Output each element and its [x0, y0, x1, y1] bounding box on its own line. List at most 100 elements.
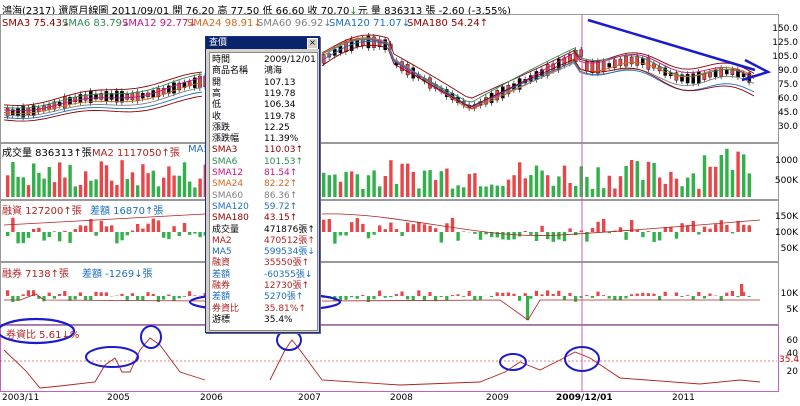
margin-bar: [411, 224, 415, 232]
margin-bar: [156, 220, 161, 232]
price-axis-tick: 90.0: [777, 66, 798, 76]
popup-row-key: 時間: [212, 55, 231, 65]
margin-label: 融資 127200↑張: [2, 206, 82, 217]
margin-bar: [366, 232, 371, 239]
candle-body: [708, 72, 712, 78]
volume-bar: [428, 170, 432, 197]
popup-row-value: 470512張↑: [264, 235, 315, 246]
margin-bar: [177, 232, 181, 237]
margin-bar: [182, 222, 187, 232]
popup-row-key: 融資: [212, 258, 231, 269]
margin-bar: [350, 222, 354, 232]
margin-bar: [130, 230, 135, 232]
volume-bar: [602, 188, 606, 197]
short-bar: [602, 295, 606, 296]
change-percent: (-3.55%): [467, 6, 511, 17]
margin-bar: [141, 228, 145, 232]
short-bar: [104, 292, 108, 296]
price-axis-tick: 45.0: [777, 108, 798, 118]
x-tick: 2006: [200, 393, 223, 403]
volume-bar: [747, 173, 751, 197]
popup-row-value: 110.03↑: [264, 145, 304, 156]
sma-legend-item: SMA6 83.79↓: [62, 18, 131, 29]
margin-bar: [568, 228, 572, 232]
candle-body: [713, 69, 718, 77]
price-axis-tick: 30.0: [777, 122, 798, 132]
volume-bar: [372, 170, 376, 197]
popup-row: 開 107.13: [212, 78, 296, 88]
popup-row-key: 差額: [212, 292, 231, 303]
popup-row-key: SMA180: [212, 213, 249, 224]
volume-bar: [462, 187, 466, 197]
candle-body: [21, 106, 26, 118]
margin-bar: [32, 228, 36, 232]
volume-bar: [193, 187, 197, 197]
close-icon[interactable]: ×: [307, 38, 318, 49]
short-bar: [177, 296, 181, 299]
short-bar: [89, 296, 93, 301]
margin-bar: [434, 228, 438, 232]
volume-bar: [702, 155, 707, 197]
margin-bar: [63, 230, 67, 232]
x-tick: 2011: [672, 393, 695, 403]
popup-row-key: 融券: [212, 281, 231, 291]
volume-bar: [167, 166, 171, 197]
margin-bar: [523, 231, 527, 232]
short-bar: [394, 294, 398, 296]
volume-bar: [32, 163, 36, 197]
quote-popup[interactable]: 查價 × 時間 2009/12/01 商品名稱 鴻海開 107.13 高 119.78 低 10…: [205, 36, 320, 333]
margin-bar: [473, 232, 477, 234]
short-bar: [624, 296, 628, 299]
margin-bar: [478, 232, 483, 240]
popup-row-key: 收: [212, 111, 222, 122]
margin-bar: [125, 232, 129, 236]
margin-bar: [450, 217, 455, 232]
short-bar: [16, 296, 20, 301]
popup-row: 差額 -60355張↓: [212, 270, 312, 280]
volume-bar: [590, 188, 595, 197]
volume-bar: [84, 171, 88, 197]
popup-row-key: SMA12: [212, 168, 244, 178]
margin-bar: [680, 223, 684, 232]
volume-bar: [596, 167, 600, 197]
margin-bar: [383, 229, 387, 232]
volume-bar: [422, 170, 427, 197]
popup-titlebar[interactable]: 查價 ×: [206, 37, 319, 49]
volume-bar: [366, 175, 371, 197]
margin-bar: [669, 226, 673, 232]
volume-bar: [663, 183, 667, 197]
popup-row: 游標 35.4%: [212, 315, 293, 325]
volume-bar: [674, 178, 679, 197]
margin-bar: [136, 223, 140, 232]
margin-bar: [394, 229, 399, 232]
volume-bar: [450, 188, 455, 197]
short-bar: [141, 296, 145, 301]
chart-header: 鴻海(2317) 還原月線圖 2011/09/01 開 76.20 高 77.5…: [2, 2, 511, 17]
short-bar: [540, 294, 544, 296]
candle-body: [697, 71, 701, 84]
volume-bar: [579, 166, 583, 197]
highlight-ellipse: [140, 325, 162, 349]
short-bar: [167, 294, 171, 296]
short-bar: [434, 296, 438, 302]
candle-body: [613, 59, 617, 68]
margin-bar: [422, 224, 427, 232]
popup-row-value: 101.53↑: [264, 156, 304, 167]
candle-body: [192, 77, 197, 88]
price-axis-tick: 105.0: [772, 52, 798, 62]
margin-bar: [658, 232, 662, 241]
volume-bar: [37, 172, 41, 197]
volume-bar: [411, 171, 415, 197]
margin-bar: [686, 225, 690, 232]
volume-bar: [742, 154, 746, 197]
short-bar: [99, 292, 103, 296]
popup-row: 高 119.78: [212, 89, 296, 99]
margin-bar: [579, 230, 583, 232]
x-tick: 2008: [390, 393, 413, 403]
margin-bar: [719, 220, 723, 232]
candle-body: [680, 74, 684, 82]
margin-bar: [58, 232, 62, 242]
short-bar: [562, 296, 566, 300]
volume-bar: [58, 162, 62, 197]
